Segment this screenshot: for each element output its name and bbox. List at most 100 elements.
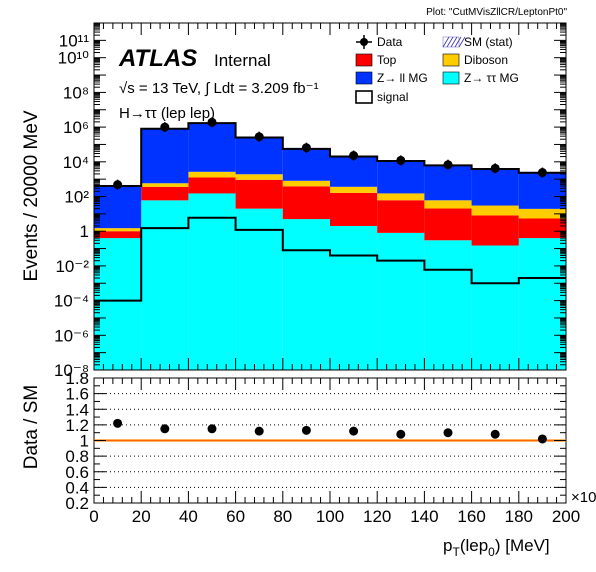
main-y-tick-label-10: 10¹¹ <box>59 31 90 50</box>
bar-diboson-0 <box>94 228 142 232</box>
ratio-y-tick-label-4: 1 <box>80 432 89 451</box>
bar-zll-1 <box>141 128 189 184</box>
ratio-point-4 <box>301 425 311 435</box>
bar-diboson-7 <box>424 200 472 209</box>
x-multiplier: ×10³ <box>571 489 596 506</box>
channel-label: H→ττ (lep lep) <box>119 105 215 122</box>
bar-zll-0 <box>94 186 142 229</box>
bar-diboson-4 <box>282 180 330 187</box>
legend-item-signal: signal <box>355 90 408 104</box>
legend-item-top: Top <box>355 53 397 67</box>
bar-ztt-3 <box>235 208 283 370</box>
ratio-point-1 <box>160 424 170 434</box>
bar-ztt-7 <box>424 240 472 370</box>
data-point-2 <box>207 117 217 127</box>
bar-zll-7 <box>424 165 472 201</box>
bar-top-3 <box>235 179 283 209</box>
x-axis-title: pT(lep0) [MeV] <box>443 536 550 559</box>
plot-label: Plot: "CutMVisZllCR/LeptonPt0" <box>426 7 567 18</box>
bar-ztt-5 <box>330 225 378 370</box>
bar-top-0 <box>94 231 142 239</box>
ratio-y-title: Data / SM <box>21 385 42 469</box>
legend-item-diboson: Diboson <box>442 53 508 67</box>
main-y-tick-label-6: 10⁴ <box>63 153 89 172</box>
ratio-y-tick-label-2: 0.6 <box>65 463 89 482</box>
bar-ztt-1 <box>141 200 189 370</box>
bar-top-8 <box>471 215 519 246</box>
legend-label-sm: SM (stat) <box>464 35 513 49</box>
main-y-tick-label-2: 10⁻⁴ <box>54 292 89 311</box>
bar-top-6 <box>377 200 425 233</box>
data-point-0 <box>113 180 123 190</box>
main-y-tick-label-9: 10¹⁰ <box>58 49 90 68</box>
bar-ztt-0 <box>94 238 142 370</box>
signal-line <box>94 216 566 302</box>
ratio-point-8 <box>490 429 500 439</box>
data-point-5 <box>349 151 359 161</box>
atlas-label: ATLAS <box>118 45 197 72</box>
ratio-point-3 <box>254 426 264 436</box>
x-tick-label-2: 40 <box>179 507 198 526</box>
data-point-9 <box>537 168 547 178</box>
bar-zll-9 <box>518 172 566 209</box>
ratio-y-tick-label-7: 1.6 <box>65 385 89 404</box>
bar-ztt-2 <box>188 193 236 370</box>
ratio-point-2 <box>207 424 217 434</box>
x-tick-label-7: 140 <box>410 507 438 526</box>
bar-ztt-4 <box>282 219 330 370</box>
bar-zll-5 <box>330 156 378 187</box>
bar-diboson-6 <box>377 193 425 201</box>
bar-zll-3 <box>235 137 283 175</box>
legend-label-ztt: Z→ ττ MG <box>464 71 519 85</box>
legend-label-zll: Z→ ll MG <box>377 71 428 85</box>
total-sm-outline <box>94 122 566 188</box>
bar-diboson-8 <box>471 205 519 216</box>
bar-top-5 <box>330 192 378 226</box>
legend-label-diboson: Diboson <box>464 53 508 67</box>
legend-label-signal: signal <box>377 90 408 104</box>
legend-label-data: Data <box>377 35 403 49</box>
bar-top-4 <box>282 186 330 220</box>
x-tick-label-0: 0 <box>89 507 98 526</box>
data-point-1 <box>160 122 170 132</box>
bar-top-2 <box>188 177 236 194</box>
ratio-point-0 <box>113 418 123 428</box>
bar-diboson-3 <box>235 174 283 180</box>
ratio-point-5 <box>349 426 359 436</box>
legend-item-zll: Z→ ll MG <box>355 71 428 85</box>
bar-diboson-5 <box>330 186 378 193</box>
bar-zll-2 <box>188 123 236 172</box>
legend-item-ztt: Z→ ττ MG <box>442 71 519 85</box>
legend-item-data: Data <box>356 35 403 49</box>
ratio-y-tick-label-3: 0.8 <box>65 447 89 466</box>
atlas-status: Internal <box>214 51 271 70</box>
x-tick-label-9: 180 <box>505 507 533 526</box>
ratio-panel: 0.20.40.60.811.21.41.61.8 0 20 40 60 80 100 12… <box>65 369 580 526</box>
bar-top-1 <box>141 186 189 201</box>
bar-top-7 <box>424 208 472 241</box>
ratio-point-6 <box>396 429 406 439</box>
bar-diboson-2 <box>188 171 236 178</box>
bar-top-9 <box>518 218 566 239</box>
legend-label-top: Top <box>377 53 397 67</box>
ratio-y-tick-label-0: 0.2 <box>65 494 89 513</box>
main-y-tick-label-3: 10⁻² <box>55 257 89 276</box>
bar-ztt-6 <box>377 232 425 370</box>
bar-diboson-1 <box>141 183 189 187</box>
x-tick-label-6: 120 <box>363 507 391 526</box>
main-y-title: Events / 20000 MeV <box>21 110 42 281</box>
data-point-8 <box>490 163 500 173</box>
main-y-tick-label-5: 10² <box>64 188 89 207</box>
energy-label: √s = 13 TeV, ∫ Ldt = 3.209 fb⁻¹ <box>119 80 319 97</box>
data-point-4 <box>301 143 311 153</box>
ratio-y-tick-label-5: 1.2 <box>65 416 89 435</box>
ratio-y-tick-label-6: 1.4 <box>65 400 89 419</box>
x-tick-label-4: 80 <box>273 507 292 526</box>
data-point-3 <box>254 132 264 142</box>
main-y-tick-label-1: 10⁻⁶ <box>54 326 89 345</box>
x-tick-label-1: 20 <box>132 507 151 526</box>
x-tick-label-5: 100 <box>316 507 344 526</box>
bar-zll-4 <box>282 148 330 181</box>
main-y-tick-label-0: 10⁻⁸ <box>54 361 89 380</box>
